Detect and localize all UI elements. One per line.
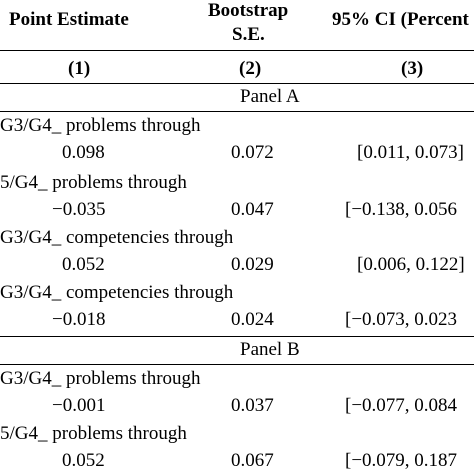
column-number-2: (2) <box>239 58 262 79</box>
row-label: G3/G4_ problems through <box>0 115 201 136</box>
header-se: S.E. <box>232 24 265 45</box>
header-point-estimate: Point Estimate <box>9 9 129 30</box>
row-se: 0.037 <box>231 395 274 416</box>
row-estimate: −0.018 <box>52 309 106 330</box>
row-estimate: 0.098 <box>62 142 105 163</box>
row-label: G3/G4_ competencies through <box>0 227 234 248</box>
row-label: G3/G4_ problems through <box>0 368 201 389</box>
header-ci: 95% CI (Percent <box>332 9 469 30</box>
panel-rule <box>0 111 474 112</box>
row-ci: [−0.077, 0.084 <box>345 395 458 416</box>
panel-rule <box>0 336 474 337</box>
header-rule <box>0 50 474 51</box>
row-ci: [−0.073, 0.023 <box>345 309 458 330</box>
row-label: G3/G4_ competencies through <box>0 282 234 303</box>
header-bootstrap: Bootstrap <box>208 0 289 21</box>
row-ci: [0.011, 0.073] <box>357 142 464 163</box>
row-se: 0.067 <box>231 450 274 471</box>
column-number-3: (3) <box>401 58 424 79</box>
column-number-rule <box>0 83 474 84</box>
panel-label: Panel B <box>240 339 300 360</box>
row-ci: [0.006, 0.122] <box>357 254 465 275</box>
row-ci: [−0.079, 0.187 <box>345 450 458 471</box>
column-number-1: (1) <box>68 58 91 79</box>
row-se: 0.029 <box>231 254 274 275</box>
row-se: 0.047 <box>231 199 274 220</box>
row-estimate: −0.001 <box>52 395 106 416</box>
row-estimate: 0.052 <box>62 254 105 275</box>
row-se: 0.072 <box>231 142 274 163</box>
row-ci: [−0.138, 0.056 <box>345 199 458 220</box>
row-label: 5/G4_ problems through <box>0 423 187 444</box>
panel-rule <box>0 364 474 365</box>
row-se: 0.024 <box>231 309 274 330</box>
row-estimate: −0.035 <box>52 199 106 220</box>
row-estimate: 0.052 <box>62 450 105 471</box>
row-label: 5/G4_ problems through <box>0 172 187 193</box>
panel-label: Panel A <box>240 86 300 107</box>
